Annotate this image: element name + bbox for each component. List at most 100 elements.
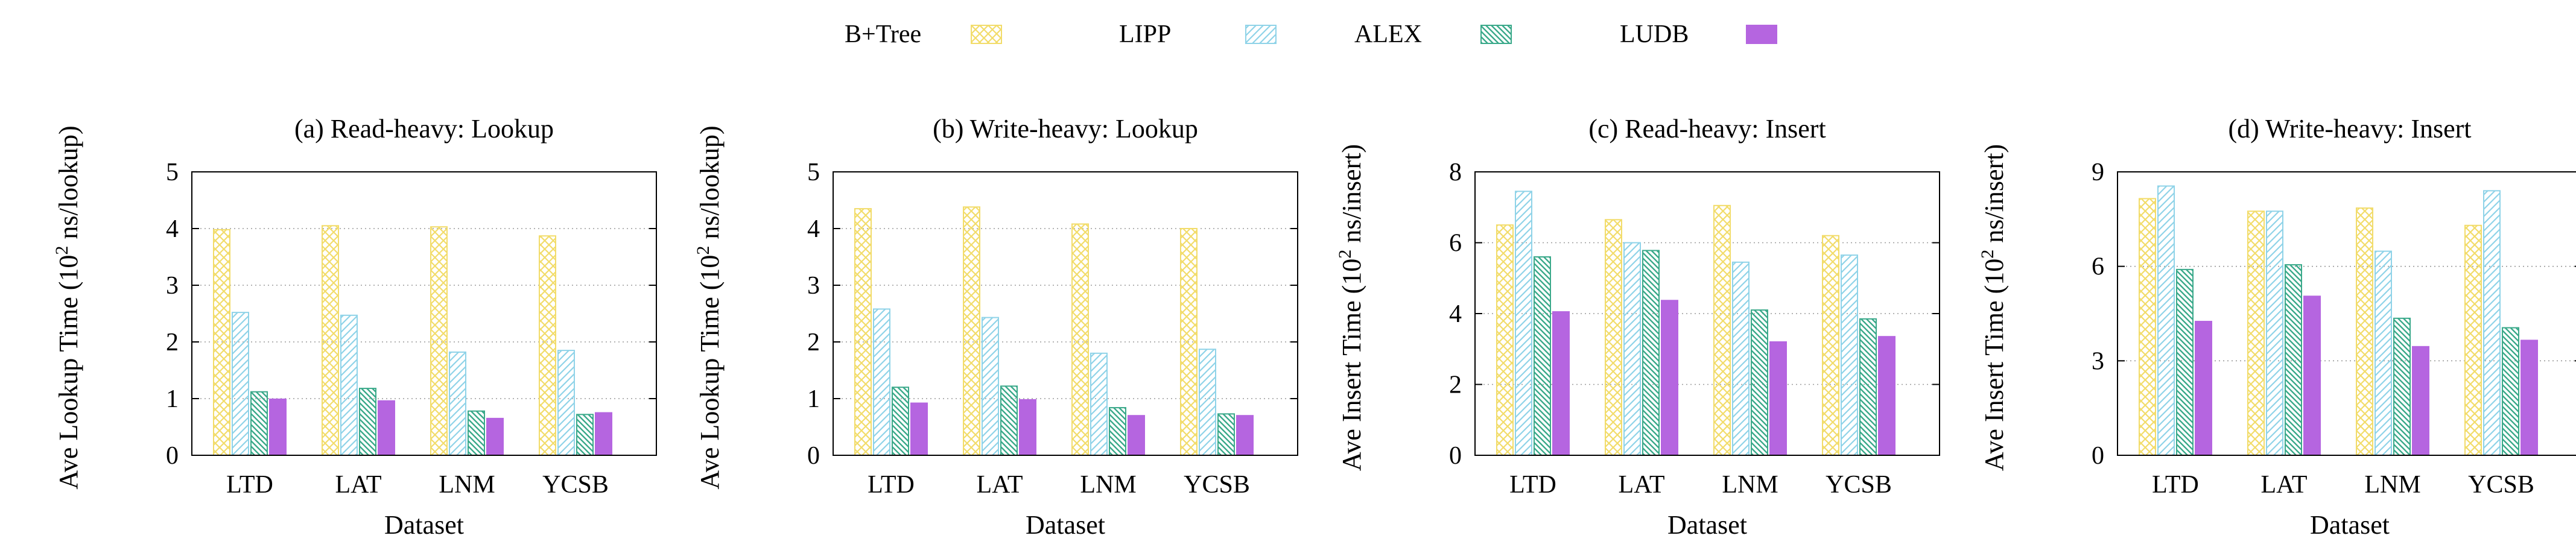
bar-lipp-ltd <box>1515 191 1532 456</box>
y-axis-label-tail: ns/insert) <box>1337 144 1366 250</box>
y-tick-label: 5 <box>807 159 820 186</box>
x-tick-label: LNM <box>1722 471 1778 499</box>
bar-ludb-ycsb <box>1236 415 1254 456</box>
y-axis-label-sup: 2 <box>1335 250 1355 259</box>
bar-lipp-lnm <box>1732 261 1750 456</box>
bar-b-tree-lat <box>1605 219 1622 456</box>
x-tick-label: LAT <box>2261 471 2308 499</box>
bar-lipp-ycsb <box>557 350 575 456</box>
bar-alex-ycsb <box>2502 327 2519 456</box>
bar-alex-lnm <box>2393 317 2411 456</box>
legend-label: LIPP <box>1119 21 1171 48</box>
y-tick-label: 6 <box>1449 230 1462 257</box>
x-tick-label: LAT <box>977 471 1023 499</box>
legend-item-b-tree: B+Tree <box>845 21 1002 48</box>
y-tick-label: 0 <box>166 442 179 470</box>
x-tick-label: LNM <box>2364 471 2420 499</box>
legend-label: LUDB <box>1620 21 1689 48</box>
bar-b-tree-ycsb <box>1180 228 1198 456</box>
y-tick-label: 0 <box>807 442 820 470</box>
bar-lipp-lnm <box>449 351 466 456</box>
legend-item-lipp: LIPP <box>1119 21 1277 48</box>
y-tick-label: 6 <box>2092 253 2104 281</box>
chart-panel-3: LTD LAT LNM YCSB 0 2 4 6 8 (c) Read-heavy: Insert… <box>1335 114 1940 540</box>
y-axis-label: Ave Insert Time (102 ns/insert) <box>1335 144 1366 471</box>
bar-b-tree-lat <box>322 225 339 456</box>
y-tick-label: 0 <box>2092 442 2104 470</box>
bar-alex-ltd <box>1534 256 1551 456</box>
bar-b-tree-lat <box>2247 210 2265 456</box>
x-tick-label: LAT <box>335 471 382 499</box>
chart-title: (c) Read-heavy: Insert <box>1588 114 1826 144</box>
x-tick-label: YCSB <box>2468 471 2534 499</box>
y-axis-label-main: Ave Insert Time (10 <box>1337 259 1366 471</box>
bar-lipp-lnm <box>2375 250 2392 456</box>
bar-alex-ycsb <box>1859 318 1877 456</box>
bar-alex-lnm <box>468 410 485 456</box>
y-tick-label: 1 <box>807 385 820 413</box>
bar-b-tree-ycsb <box>1822 235 1839 456</box>
legend-swatch <box>1480 25 1512 44</box>
bar-ludb-lat <box>378 400 395 456</box>
bar-ludb-lat <box>1661 300 1678 456</box>
y-tick-label: 5 <box>166 159 179 186</box>
bar-ludb-ltd <box>1552 311 1570 456</box>
y-tick-label: 9 <box>2092 159 2104 186</box>
y-tick-label: 2 <box>1449 371 1462 399</box>
bar-lipp-ycsb <box>1199 349 1216 456</box>
bar-alex-lnm <box>1751 309 1768 456</box>
bar-ludb-lnm <box>1769 341 1787 456</box>
bar-lipp-lnm <box>1090 352 1108 456</box>
bar-b-tree-ltd <box>1496 224 1514 456</box>
x-tick-label: LTD <box>868 471 915 499</box>
bar-ludb-lat <box>1019 399 1036 456</box>
legend-item-alex: ALEX <box>1354 21 1512 48</box>
bar-alex-ltd <box>892 387 909 456</box>
y-axis-label-sup: 2 <box>693 246 713 255</box>
bar-alex-lnm <box>1109 407 1126 456</box>
bar-b-tree-lat <box>963 206 980 456</box>
x-tick-label: YCSB <box>1826 471 1892 499</box>
y-axis-label-sup: 2 <box>1978 250 1997 259</box>
bar-b-tree-ltd <box>854 208 872 456</box>
y-tick-label: 4 <box>166 215 179 243</box>
y-tick-label: 3 <box>807 272 820 300</box>
y-tick-label: 2 <box>166 329 179 356</box>
bar-b-tree-ycsb <box>2464 224 2482 456</box>
bar-ludb-ltd <box>2195 321 2212 456</box>
x-axis-label: Dataset <box>2310 510 2390 540</box>
bar-ludb-ycsb <box>595 412 612 456</box>
bar-lipp-ltd <box>232 312 249 456</box>
plot-frame <box>2117 171 2576 456</box>
bar-b-tree-lnm <box>1713 204 1731 456</box>
bar-lipp-ycsb <box>2483 190 2501 456</box>
bar-alex-ltd <box>250 391 268 456</box>
legend: B+Tree LIPP ALEX LUDB <box>845 21 1777 48</box>
bar-lipp-lat <box>1623 242 1641 456</box>
bar-alex-lat <box>1000 385 1018 456</box>
bar-b-tree-lnm <box>1071 223 1089 456</box>
legend-label: B+Tree <box>845 21 921 48</box>
y-axis-label-tail: ns/lookup) <box>695 125 725 245</box>
bar-lipp-lat <box>982 317 999 456</box>
bar-alex-ltd <box>2176 268 2194 456</box>
chart-panel-2: LTD LAT LNM YCSB 0 1 2 3 4 5 (b) Write-heavy: Look… <box>693 114 1298 540</box>
legend-item-ludb: LUDB <box>1620 21 1777 48</box>
y-axis-label: Ave Insert Time (102 ns/insert) <box>1978 144 2009 471</box>
x-tick-label: YCSB <box>542 471 609 499</box>
y-tick-label: 3 <box>2092 347 2104 375</box>
bar-ludb-lnm <box>486 417 504 456</box>
x-tick-label: LNM <box>439 471 495 499</box>
bar-b-tree-lnm <box>430 226 448 456</box>
bar-alex-ycsb <box>576 414 594 456</box>
chart-title: (a) Read-heavy: Lookup <box>294 114 554 144</box>
bar-b-tree-ycsb <box>539 235 556 456</box>
y-tick-label: 1 <box>166 385 179 413</box>
bar-ludb-ltd <box>910 402 928 456</box>
y-axis-label-tail: ns/lookup) <box>54 125 83 245</box>
bar-alex-ycsb <box>1217 413 1235 456</box>
y-tick-label: 4 <box>807 215 820 243</box>
plot-frame <box>191 171 657 456</box>
bar-alex-lat <box>1642 250 1660 456</box>
y-tick-label: 2 <box>807 329 820 356</box>
